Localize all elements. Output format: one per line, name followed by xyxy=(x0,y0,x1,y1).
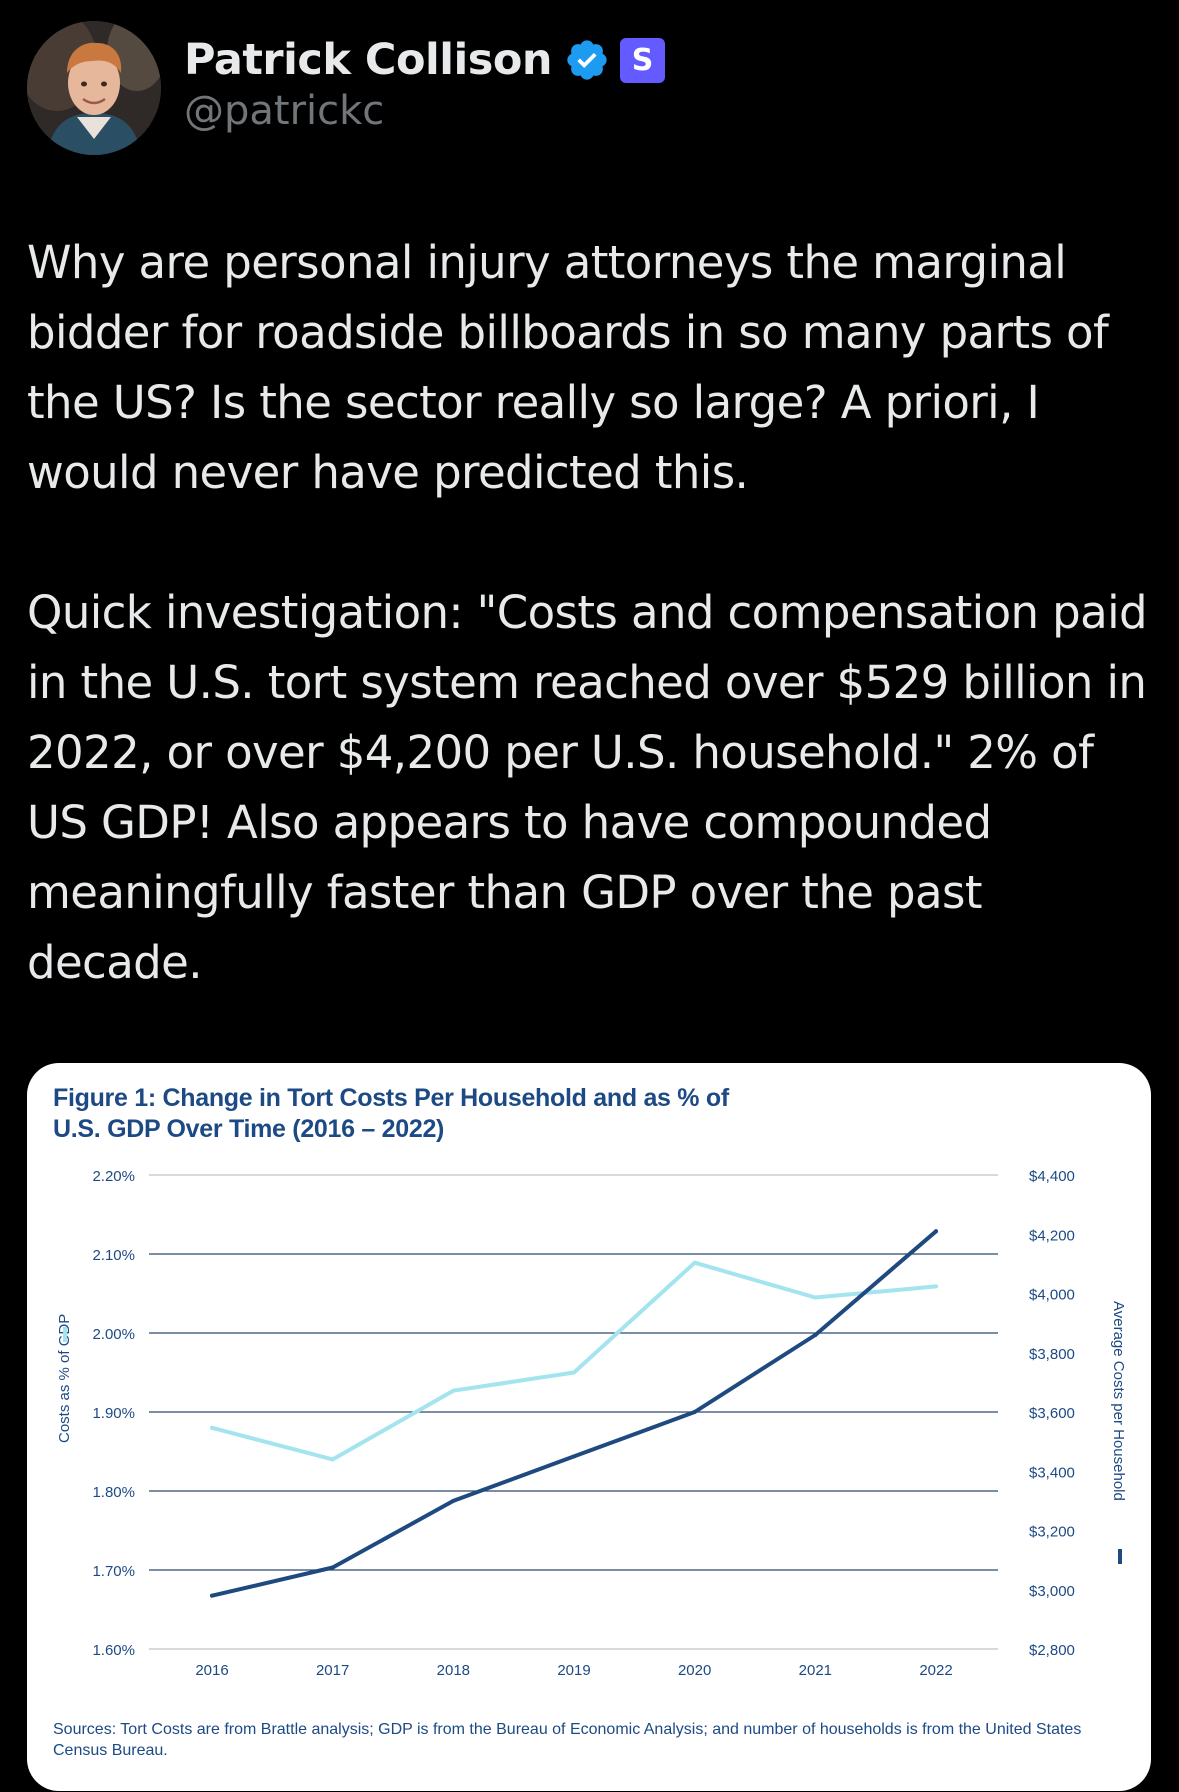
stripe-affiliation-badge[interactable]: S xyxy=(620,37,665,83)
tweet-text: Why are personal injury attorneys the ma… xyxy=(27,228,1167,998)
series-line-household xyxy=(210,1229,938,1598)
data-point-household xyxy=(210,1593,214,1598)
data-point-household xyxy=(934,1229,938,1234)
x-tick-label: 2022 xyxy=(919,1662,952,1679)
data-point-household xyxy=(330,1565,335,1570)
data-point-gdp xyxy=(330,1457,335,1462)
x-tick-label: 2016 xyxy=(195,1662,228,1679)
data-point-household xyxy=(451,1498,456,1503)
legend-key-gdp xyxy=(63,1327,67,1342)
data-point-gdp xyxy=(572,1370,576,1375)
y-right-tick-label: $4,200 xyxy=(1029,1227,1075,1244)
tweet-paragraph: Why are personal injury attorneys the ma… xyxy=(27,236,1109,499)
y-right-tick-label: $3,800 xyxy=(1029,1346,1075,1363)
y-left-tick-label: 1.60% xyxy=(92,1642,135,1659)
data-point-gdp xyxy=(692,1260,697,1265)
data-point-gdp xyxy=(934,1284,938,1289)
y-left-tick-label: 2.20% xyxy=(92,1168,135,1185)
tweet-media-image[interactable]: Figure 1: Change in Tort Costs Per House… xyxy=(27,1063,1151,1791)
y-left-tick-label: 1.90% xyxy=(92,1405,135,1422)
data-point-household xyxy=(572,1454,576,1459)
y-right-tick-label: $3,400 xyxy=(1029,1464,1075,1481)
y-right-axis-label: Average Costs per Household xyxy=(1110,1301,1127,1501)
x-tick-label: 2018 xyxy=(437,1662,470,1679)
verified-badge-icon[interactable] xyxy=(564,37,610,83)
tweet-paragraph: Quick investigation: "Costs and compensa… xyxy=(27,586,1148,989)
y-right-tick-label: $3,600 xyxy=(1029,1405,1075,1422)
data-point-gdp xyxy=(813,1295,818,1300)
series-line-gdp xyxy=(210,1260,938,1462)
x-tick-label: 2020 xyxy=(678,1662,711,1679)
figure-title: Figure 1: Change in Tort Costs Per House… xyxy=(53,1084,729,1143)
y-right-tick-label: $4,400 xyxy=(1029,1168,1075,1185)
y-left-axis-label: Costs as % of GDP xyxy=(56,1314,73,1443)
data-point-household xyxy=(692,1410,697,1414)
y-left-tick-label: 2.10% xyxy=(92,1247,135,1264)
avatar-image xyxy=(27,21,161,155)
data-point-household xyxy=(813,1332,818,1337)
data-point-gdp xyxy=(210,1425,214,1430)
author-name-row: Patrick Collison S xyxy=(184,30,665,90)
x-tick-label: 2017 xyxy=(316,1662,349,1679)
y-left-tick-label: 2.00% xyxy=(92,1326,135,1343)
y-right-tick-label: $4,000 xyxy=(1029,1287,1075,1304)
y-left-tick-label: 1.70% xyxy=(92,1563,135,1580)
y-right-tick-label: $3,000 xyxy=(1029,1583,1075,1600)
figure-sources: Sources: Tort Costs are from Brattle ana… xyxy=(53,1721,1082,1759)
y-right-tick-label: $2,800 xyxy=(1029,1642,1075,1659)
line-chart: 2.20% 2.10% 2.00% 1.90% 1.80% 1.70% 1.60% $4,40… xyxy=(56,1168,1127,1679)
x-tick-label: 2021 xyxy=(799,1662,832,1679)
avatar[interactable] xyxy=(27,21,161,155)
legend-key-household xyxy=(1118,1549,1122,1564)
y-right-tick-label: $3,200 xyxy=(1029,1524,1075,1541)
x-tick-label: 2019 xyxy=(557,1662,590,1679)
author-display-name[interactable]: Patrick Collison xyxy=(184,35,553,85)
data-point-gdp xyxy=(451,1388,456,1393)
author-handle[interactable]: @patrickc xyxy=(184,88,385,134)
y-left-tick-label: 1.80% xyxy=(92,1484,135,1501)
